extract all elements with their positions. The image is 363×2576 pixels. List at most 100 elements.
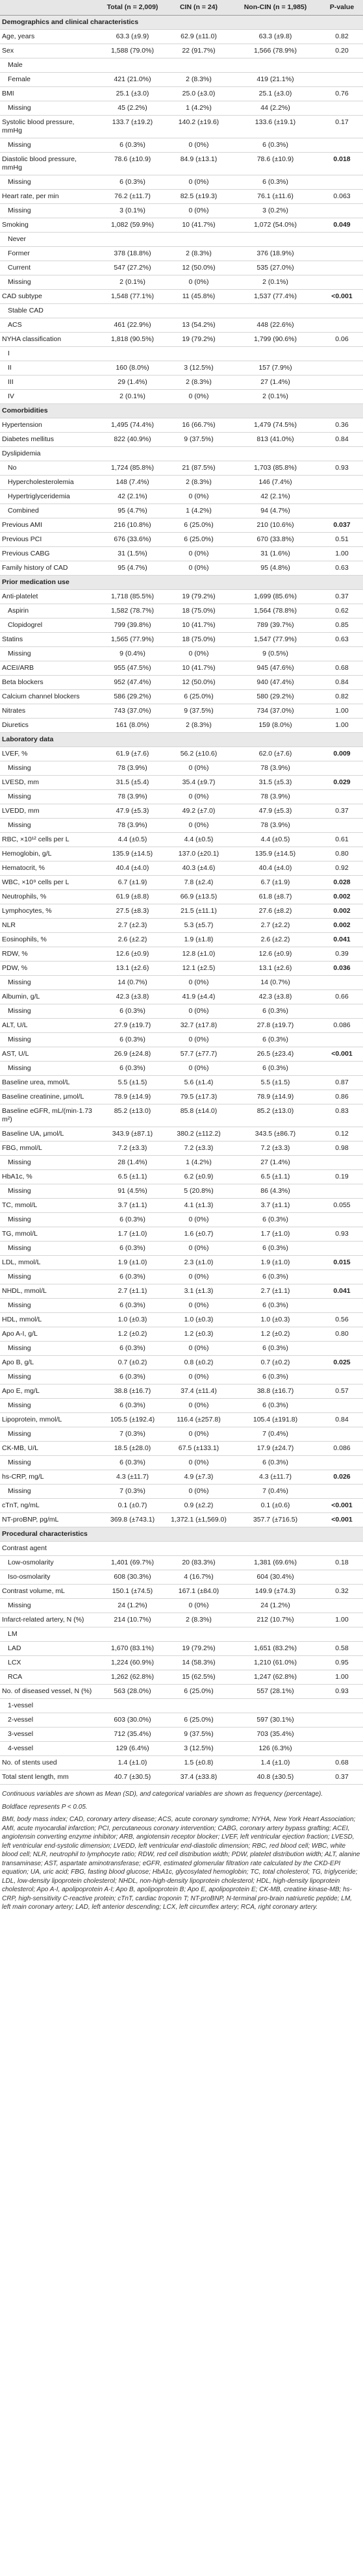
- empty-cell: [321, 175, 363, 190]
- value-cell: 78 (3.9%): [97, 818, 168, 833]
- value-cell: 2 (8.3%): [168, 718, 230, 733]
- row-label: AST, U/L: [0, 1047, 97, 1062]
- p-value: 0.66: [321, 989, 363, 1004]
- row-label: Neutrophils, %: [0, 889, 97, 904]
- value-cell: 2.6 (±2.2): [97, 932, 168, 947]
- value-cell: 2 (0.1%): [230, 275, 321, 290]
- empty-cell: [321, 72, 363, 87]
- value-cell: 7 (0.3%): [97, 1484, 168, 1499]
- value-cell: 13.1 (±2.6): [230, 961, 321, 976]
- data-row: Missing 6 (0.3%) 0 (0%) 6 (0.3%): [0, 1032, 363, 1047]
- value-cell: 78.9 (±14.9): [97, 1090, 168, 1104]
- data-row: HbA1c, % 6.5 (±1.1) 6.2 (±0.9) 6.5 (±1.1) 0.…: [0, 1169, 363, 1184]
- value-cell: 40.3 (±4.6): [168, 861, 230, 876]
- empty-cell: [321, 232, 363, 247]
- value-cell: 6 (0.3%): [230, 1341, 321, 1356]
- empty-cell: [97, 303, 168, 318]
- row-label: III: [0, 375, 97, 390]
- value-cell: 0 (0%): [168, 1269, 230, 1284]
- empty-cell: [230, 1541, 321, 1556]
- data-row: PDW, % 13.1 (±2.6) 12.1 (±2.5) 13.1 (±2.6) 0…: [0, 961, 363, 976]
- value-cell: 76.2 (±11.7): [97, 189, 168, 204]
- value-cell: 1,548 (77.1%): [97, 289, 168, 304]
- empty-cell: [97, 346, 168, 361]
- data-row: Apo B, g/L 0.7 (±0.2) 0.8 (±0.2) 0.7 (±0.2)…: [0, 1355, 363, 1370]
- value-cell: 5.3 (±5.7): [168, 918, 230, 933]
- value-cell: 1.9 (±1.0): [230, 1255, 321, 1270]
- data-row: Heart rate, per min 76.2 (±11.7) 82.5 (±19…: [0, 189, 363, 204]
- value-cell: 6 (25.0%): [168, 689, 230, 704]
- row-label: Family history of CAD: [0, 561, 97, 576]
- value-cell: 597 (30.1%): [230, 1713, 321, 1728]
- row-label: NT-proBNP, pg/mL: [0, 1512, 97, 1527]
- data-row: I: [0, 346, 363, 361]
- value-cell: 2 (8.3%): [168, 246, 230, 261]
- value-cell: 0 (0%): [168, 818, 230, 833]
- value-cell: 3 (0.2%): [230, 203, 321, 218]
- value-cell: 45 (2.2%): [97, 101, 168, 116]
- empty-cell: [321, 489, 363, 504]
- p-value: 1.00: [321, 546, 363, 561]
- data-row: Missing 45 (2.2%) 1 (4.2%) 44 (2.2%): [0, 101, 363, 116]
- value-cell: 0 (0%): [168, 546, 230, 561]
- empty-cell: [321, 1155, 363, 1170]
- value-cell: 12 (50.0%): [168, 261, 230, 275]
- data-row: Missing 6 (0.3%) 0 (0%) 6 (0.3%): [0, 1241, 363, 1256]
- value-cell: 419 (21.1%): [230, 72, 321, 87]
- value-cell: 105.4 (±191.8): [230, 1412, 321, 1427]
- row-label: No: [0, 461, 97, 476]
- data-row: 3-vessel 712 (35.4%) 9 (37.5%) 703 (35.4%): [0, 1727, 363, 1742]
- value-cell: 2 (8.3%): [168, 475, 230, 490]
- empty-cell: [321, 1341, 363, 1356]
- value-cell: 61.9 (±7.6): [97, 746, 168, 761]
- value-cell: 2 (0.1%): [97, 275, 168, 290]
- value-cell: 1.2 (±0.3): [168, 1327, 230, 1342]
- value-cell: 4.3 (±11.7): [97, 1470, 168, 1485]
- row-label: WBC, ×10⁹ cells per L: [0, 875, 97, 890]
- data-row: HDL, mmol/L 1.0 (±0.3) 1.0 (±0.3) 1.0 (±0.3…: [0, 1312, 363, 1327]
- value-cell: 44 (2.2%): [230, 101, 321, 116]
- empty-cell: [168, 346, 230, 361]
- value-cell: 955 (47.5%): [97, 661, 168, 676]
- value-cell: 31.5 (±5.3): [230, 775, 321, 790]
- p-value: 0.87: [321, 1075, 363, 1090]
- row-label: Hemoglobin, g/L: [0, 847, 97, 861]
- value-cell: 6 (0.3%): [97, 1455, 168, 1470]
- p-value: 0.36: [321, 418, 363, 433]
- row-label: Missing: [0, 1484, 97, 1499]
- value-cell: 57.7 (±77.7): [168, 1047, 230, 1062]
- data-row: Anti-platelet 1,718 (85.5%) 19 (79.2%) 1,69…: [0, 589, 363, 604]
- empty-cell: [230, 303, 321, 318]
- row-label: Beta blockers: [0, 675, 97, 690]
- value-cell: 18 (75.0%): [168, 632, 230, 647]
- p-value: 0.37: [321, 1770, 363, 1785]
- empty-cell: [97, 446, 168, 461]
- value-cell: 1,372.1 (±1,569.0): [168, 1512, 230, 1527]
- empty-cell: [321, 1212, 363, 1227]
- value-cell: 85.2 (±13.0): [230, 1104, 321, 1127]
- row-label: Stable CAD: [0, 303, 97, 318]
- data-row: TG, mmol/L 1.7 (±1.0) 1.6 (±0.7) 1.7 (±1.0)…: [0, 1227, 363, 1242]
- row-label: Missing: [0, 1155, 97, 1170]
- value-cell: 0 (0%): [168, 789, 230, 804]
- value-cell: 61.8 (±8.7): [230, 889, 321, 904]
- p-value: 0.041: [321, 932, 363, 947]
- empty-cell: [321, 1370, 363, 1384]
- value-cell: 37.4 (±33.8): [168, 1770, 230, 1785]
- p-value: 0.84: [321, 432, 363, 447]
- p-value: 0.026: [321, 1470, 363, 1485]
- row-label: NHDL, mmol/L: [0, 1284, 97, 1299]
- row-label: Lipoprotein, mmol/L: [0, 1412, 97, 1427]
- value-cell: 14 (0.7%): [97, 975, 168, 990]
- row-label: Combined: [0, 504, 97, 518]
- p-value: 0.37: [321, 804, 363, 819]
- data-row: Missing 91 (4.5%) 5 (20.8%) 86 (4.3%): [0, 1184, 363, 1199]
- value-cell: 9 (37.5%): [168, 704, 230, 719]
- value-cell: 78 (3.9%): [230, 818, 321, 833]
- data-row: Baseline eGFR, mL/(min·1.73 m²) 85.2 (±13…: [0, 1104, 363, 1127]
- data-row: Missing 2 (0.1%) 0 (0%) 2 (0.1%): [0, 275, 363, 290]
- empty-cell: [321, 1269, 363, 1284]
- data-row: No 1,724 (85.8%) 21 (87.5%) 1,703 (85.8%) 0.…: [0, 461, 363, 476]
- row-label: Aspirin: [0, 604, 97, 618]
- value-cell: 1 (4.2%): [168, 504, 230, 518]
